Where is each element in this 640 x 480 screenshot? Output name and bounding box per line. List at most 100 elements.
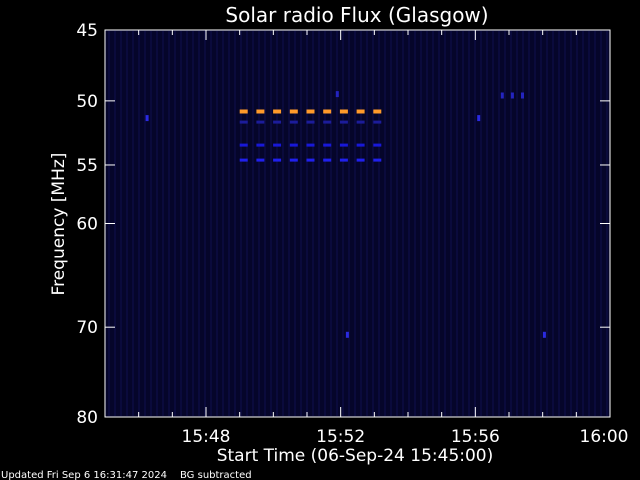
background-streak bbox=[426, 31, 428, 416]
background-streak bbox=[330, 31, 332, 416]
background-streak bbox=[246, 31, 248, 416]
background-streak bbox=[282, 31, 284, 416]
background-streak bbox=[354, 31, 356, 416]
x-tick-label: 15:56 bbox=[451, 427, 500, 447]
x-tick-label: 16:00 bbox=[580, 427, 629, 447]
background-streak bbox=[414, 31, 416, 416]
background-streak bbox=[192, 31, 194, 416]
background-streak bbox=[258, 31, 260, 416]
background-streak bbox=[318, 31, 320, 416]
background-streak bbox=[462, 31, 464, 416]
background-streak bbox=[180, 31, 182, 416]
background-streak bbox=[552, 31, 554, 416]
background-streak bbox=[378, 31, 380, 416]
emission-spot bbox=[145, 115, 149, 122]
background-streak bbox=[396, 31, 398, 416]
background-streak bbox=[264, 31, 266, 416]
background-streak bbox=[522, 31, 524, 416]
background-streak bbox=[486, 31, 488, 416]
event-segment bbox=[356, 109, 365, 114]
background-streak bbox=[336, 31, 338, 416]
event-segment bbox=[289, 109, 298, 114]
background-streak bbox=[402, 31, 404, 416]
background-streak bbox=[240, 31, 242, 416]
background-streak bbox=[564, 31, 566, 416]
background-streak bbox=[570, 31, 572, 416]
event-segment bbox=[256, 143, 265, 147]
background-streak bbox=[408, 31, 410, 416]
background-streak bbox=[126, 31, 128, 416]
event-segment bbox=[306, 143, 315, 147]
background-streak bbox=[558, 31, 560, 416]
background-streak bbox=[528, 31, 530, 416]
background-streak bbox=[156, 31, 158, 416]
background-streak bbox=[174, 31, 176, 416]
event-segment bbox=[239, 120, 248, 124]
event-segment bbox=[323, 120, 332, 124]
event-segment bbox=[356, 120, 365, 124]
background-streak bbox=[432, 31, 434, 416]
event-segment bbox=[289, 143, 298, 147]
event-segment bbox=[273, 109, 282, 114]
event-segment bbox=[256, 120, 265, 124]
background-streak bbox=[222, 31, 224, 416]
background-streak bbox=[582, 31, 584, 416]
background-streak bbox=[132, 31, 134, 416]
event-segment bbox=[356, 143, 365, 147]
plot-background bbox=[105, 30, 610, 417]
event-segment bbox=[323, 109, 332, 114]
y-tick-label: 80 bbox=[76, 408, 98, 428]
x-tick-label: 15:52 bbox=[316, 427, 365, 447]
background-streak bbox=[576, 31, 578, 416]
event-segment bbox=[239, 109, 248, 114]
emission-spot bbox=[542, 331, 546, 338]
background-streak bbox=[252, 31, 254, 416]
event-segment bbox=[339, 120, 348, 124]
background-streak bbox=[372, 31, 374, 416]
emission-spot bbox=[500, 92, 504, 99]
event-bands bbox=[239, 109, 382, 162]
y-tick-label: 60 bbox=[76, 215, 98, 235]
x-tick-label: 15:48 bbox=[182, 427, 231, 447]
background-streak bbox=[498, 31, 500, 416]
background-streak bbox=[186, 31, 188, 416]
background-streak bbox=[348, 31, 350, 416]
background-streak bbox=[474, 31, 476, 416]
background-streak bbox=[366, 31, 368, 416]
emission-spot bbox=[510, 92, 514, 99]
event-segment bbox=[373, 158, 382, 162]
event-segment bbox=[239, 143, 248, 147]
background-streak bbox=[540, 31, 542, 416]
background-streak bbox=[594, 31, 596, 416]
x-axis-label: Start Time (06-Sep-24 15:45:00) bbox=[217, 446, 494, 466]
event-segment bbox=[306, 120, 315, 124]
background-streak bbox=[228, 31, 230, 416]
background-streak bbox=[504, 31, 506, 416]
background-streak bbox=[480, 31, 482, 416]
event-segment bbox=[306, 158, 315, 162]
event-segment bbox=[323, 143, 332, 147]
y-tick-label: 70 bbox=[76, 318, 98, 338]
background-streak bbox=[138, 31, 140, 416]
event-segment bbox=[323, 158, 332, 162]
event-segment bbox=[239, 158, 248, 162]
event-segment bbox=[289, 120, 298, 124]
y-axis-ticks: 45 50 55 60 70 80 bbox=[76, 21, 610, 428]
background-streak bbox=[270, 31, 272, 416]
background-streak bbox=[534, 31, 536, 416]
y-tick-label: 55 bbox=[76, 156, 98, 176]
background-streak bbox=[420, 31, 422, 416]
event-segment bbox=[373, 143, 382, 147]
background-streak bbox=[390, 31, 392, 416]
y-tick-label: 45 bbox=[76, 21, 98, 41]
event-segment bbox=[373, 109, 382, 114]
background-streak bbox=[162, 31, 164, 416]
background-streak bbox=[450, 31, 452, 416]
event-segment bbox=[339, 143, 348, 147]
background-streak bbox=[276, 31, 278, 416]
event-segment bbox=[373, 120, 382, 124]
chart-title: Solar radio Flux (Glasgow) bbox=[225, 3, 488, 27]
background-streak bbox=[120, 31, 122, 416]
background-streak bbox=[342, 31, 344, 416]
